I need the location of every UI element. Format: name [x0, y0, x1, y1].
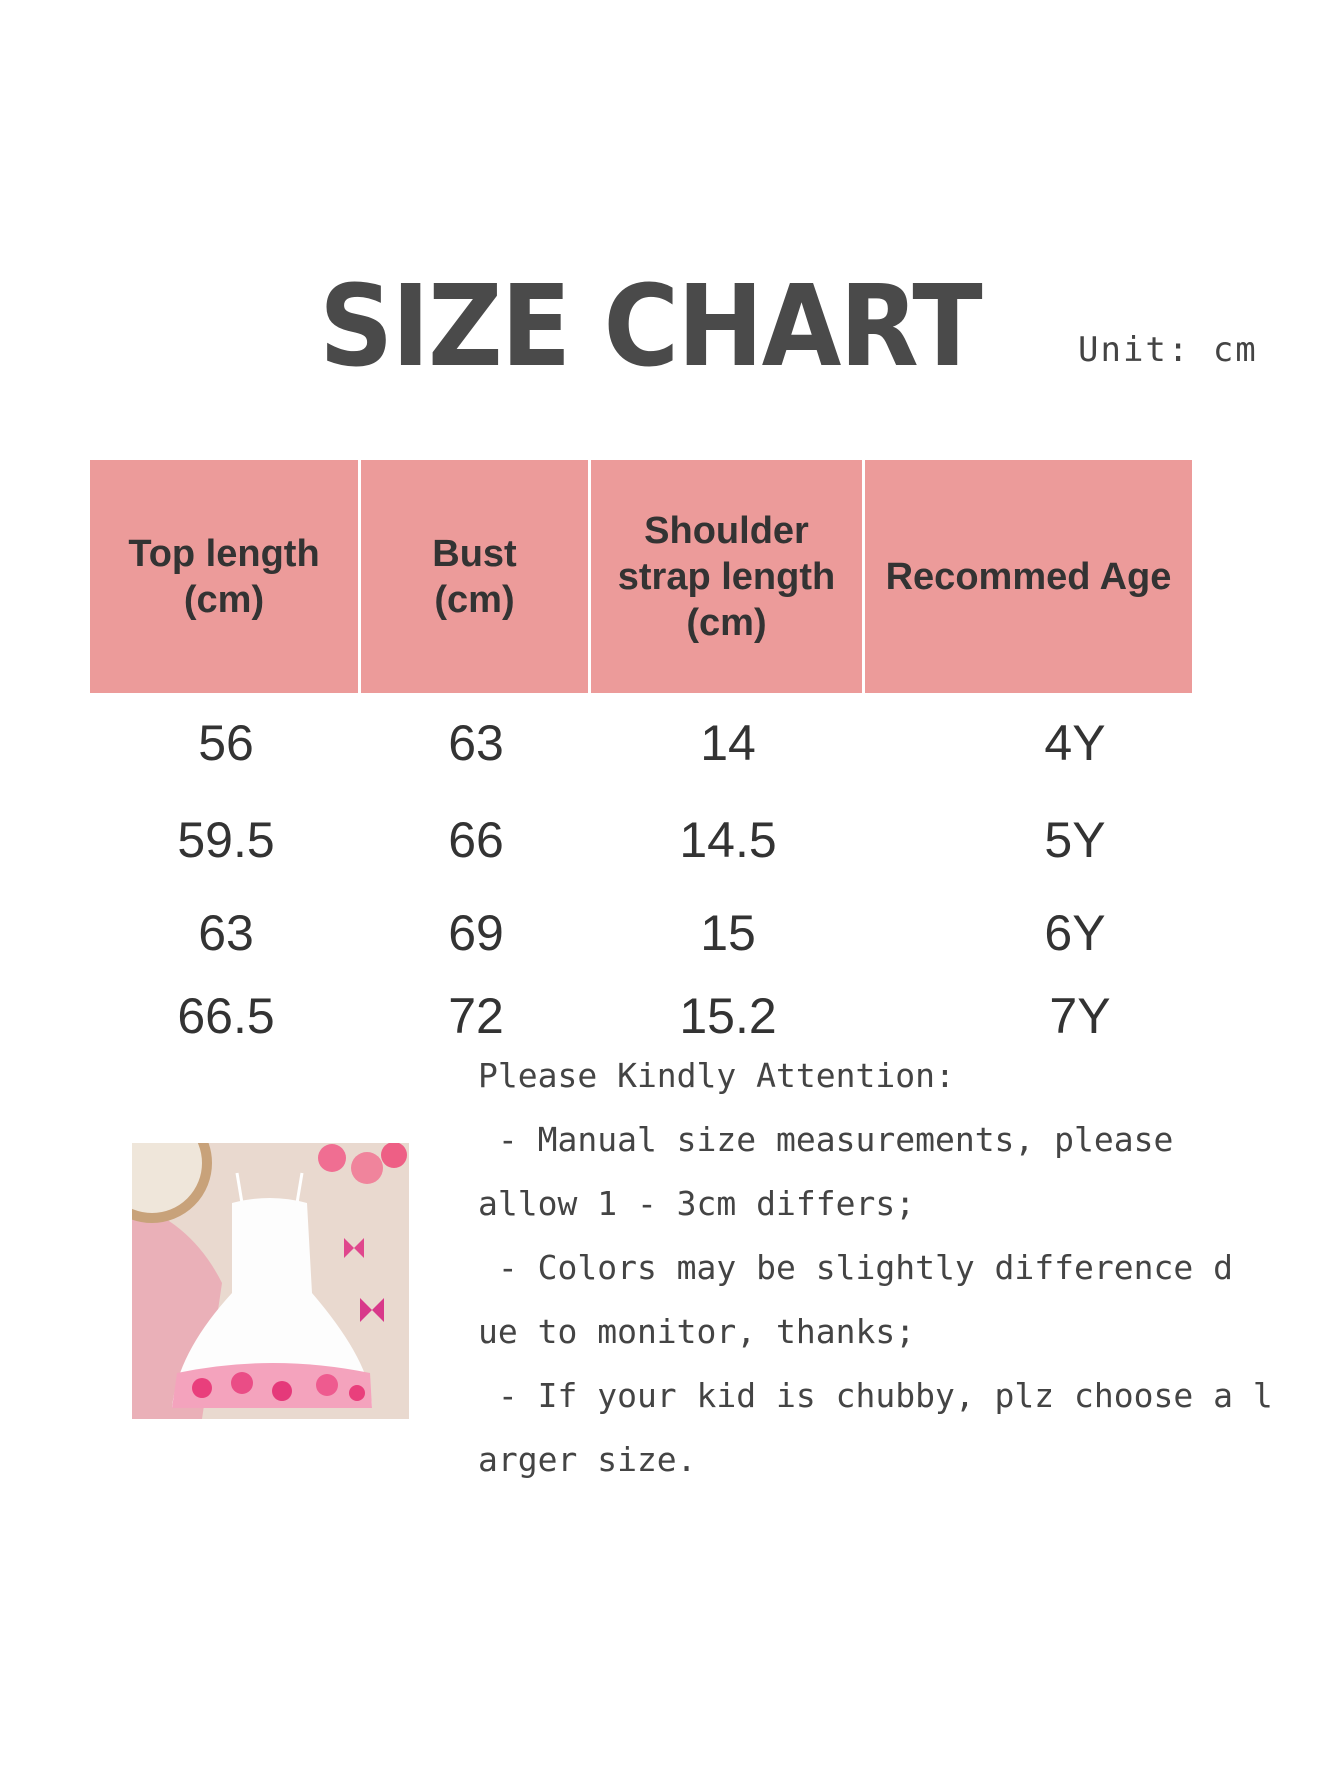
cell-bust: 69: [448, 905, 504, 961]
cell-shoulder: 15: [700, 905, 756, 961]
cell-age: 7Y: [1049, 988, 1111, 1044]
header-bust: Bust (cm): [361, 460, 591, 693]
cell-bust: 63: [448, 715, 504, 771]
cell-top-length: 66.5: [177, 988, 275, 1044]
table-row: 59.5 66 14.5 5Y: [0, 800, 1340, 880]
table-header: Top length (cm) Bust (cm) Shoulder strap…: [90, 460, 1192, 693]
unit-label: Unit: cm: [1078, 330, 1258, 370]
cell-shoulder: 15.2: [679, 988, 777, 1044]
notes-heading: Please Kindly Attention:: [478, 1056, 955, 1095]
cell-shoulder: 14: [700, 715, 756, 771]
note-line: arger size.: [478, 1440, 697, 1479]
cell-shoulder: 14.5: [679, 812, 777, 868]
header-shoulder-strap: Shoulder strap length (cm): [591, 460, 865, 693]
table-row: 63 69 15 6Y: [0, 893, 1340, 973]
attention-notes: Please Kindly Attention: - Manual size m…: [478, 1044, 1273, 1492]
product-photo: [132, 1143, 409, 1419]
cell-age: 4Y: [1044, 715, 1106, 771]
note-line: - If your kid is chubby, plz choose a l: [478, 1376, 1273, 1415]
note-line: - Manual size measurements, please: [478, 1120, 1174, 1159]
page-title: SIZE CHART: [319, 262, 983, 392]
header-top-length: Top length (cm): [90, 460, 361, 693]
cell-age: 6Y: [1044, 905, 1106, 961]
note-line: allow 1 - 3cm differs;: [478, 1184, 916, 1223]
cell-bust: 66: [448, 812, 504, 868]
table-row: 66.5 72 15.2 7Y: [0, 976, 1340, 1056]
header-recommended-age: Recommed Age: [865, 460, 1192, 693]
cell-top-length: 63: [198, 905, 254, 961]
note-line: ue to monitor, thanks;: [478, 1312, 916, 1351]
cell-top-length: 59.5: [177, 812, 275, 868]
cell-age: 5Y: [1044, 812, 1106, 868]
note-line: - Colors may be slightly difference d: [478, 1248, 1233, 1287]
table-row: 56 63 14 4Y: [0, 703, 1340, 783]
cell-bust: 72: [448, 988, 504, 1044]
cell-top-length: 56: [198, 715, 254, 771]
